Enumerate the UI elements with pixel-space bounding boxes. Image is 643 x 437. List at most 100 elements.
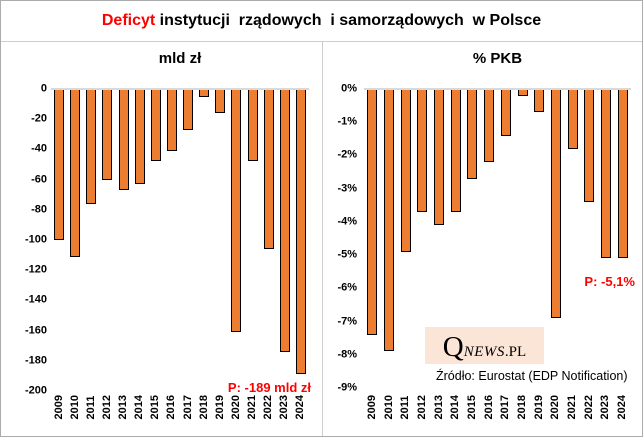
plot-area-mld-zl <box>51 88 309 391</box>
x-cell: 2013 <box>116 395 132 419</box>
x-cell: 2012 <box>414 395 431 419</box>
bar-2009 <box>367 89 378 335</box>
x-cell: 2018 <box>196 395 212 419</box>
bar-2011 <box>400 89 411 252</box>
bar-2021 <box>567 89 578 149</box>
panel-divider <box>322 42 323 436</box>
x-cell: 2011 <box>83 395 99 420</box>
x-tick-label: 2009 <box>365 395 378 420</box>
bar-2023 <box>600 89 611 259</box>
x-axis-pkb: 2009 2010 2011 2012 2013 2014 2015 2016 2017 2018… <box>364 395 631 419</box>
forecast-label-mld-zl: P: -189 mld zł <box>227 380 311 395</box>
bar-cell <box>581 89 598 388</box>
x-tick-label: 2012 <box>100 395 113 420</box>
x-cell: 2023 <box>598 395 615 419</box>
x-tick-label: 2011 <box>84 395 97 420</box>
bar-cell <box>564 89 581 388</box>
bar-2024 <box>295 89 306 375</box>
y-tick-label: -1% <box>337 115 357 128</box>
x-tick-label: 2016 <box>482 395 495 420</box>
bar-series-mld-zl <box>51 89 309 391</box>
y-tick-label: -160 <box>24 324 47 337</box>
bar-cell <box>261 89 277 391</box>
forecast-label-pkb: P: -5,1% <box>584 274 635 289</box>
chart-title-mld-zl: mld zł <box>158 50 202 67</box>
bar-cell <box>293 89 309 391</box>
plot-area-pkb <box>364 88 631 388</box>
x-cell: 2010 <box>67 395 83 419</box>
x-tick-label: 2021 <box>246 395 259 420</box>
y-tick-label: -6% <box>337 281 357 294</box>
x-tick-label: 2018 <box>516 395 529 420</box>
x-cell: 2010 <box>381 395 398 419</box>
x-cell: 2014 <box>132 395 148 419</box>
bar-2017 <box>500 89 511 136</box>
qnews-logo: Q NEWS .PL <box>425 327 544 364</box>
bar-2013 <box>118 89 129 191</box>
x-cell: 2023 <box>277 395 293 419</box>
x-axis-mld-zl: 2009 2010 2011 2012 2013 2014 2015 2016 2017 2018… <box>51 395 309 419</box>
bar-2014 <box>450 89 461 212</box>
x-tick-label: 2011 <box>399 395 412 420</box>
x-tick-label: 2020 <box>229 395 242 420</box>
x-tick-label: 2013 <box>117 395 130 420</box>
bar-cell <box>614 89 631 388</box>
x-tick-label: 2016 <box>165 395 178 420</box>
bar-2015 <box>150 89 161 162</box>
x-cell: 2019 <box>531 395 548 419</box>
x-cell: 2022 <box>261 395 277 419</box>
chart-title-pkb: % PKB <box>472 50 523 67</box>
x-cell: 2016 <box>481 395 498 419</box>
y-tick-label: -40 <box>31 142 47 155</box>
x-cell: 2009 <box>51 395 67 419</box>
bar-cell <box>245 89 261 391</box>
x-cell: 2017 <box>180 395 196 419</box>
bar-cell <box>180 89 196 391</box>
bar-2009 <box>54 89 65 240</box>
chart-panel-mld-zl: mld zł 0 -20 -40 -60 -80 -100 -120 -140 -160 -180… <box>1 42 322 436</box>
bar-2014 <box>134 89 145 185</box>
bar-2024 <box>617 89 628 259</box>
y-axis-pkb: 0% -1% -2% -3% -4% -5% -6% -7% -8% -9% <box>323 83 357 393</box>
y-tick-label: -7% <box>337 315 357 328</box>
bar-cell <box>228 89 244 391</box>
x-tick-label: 2022 <box>262 395 275 420</box>
bar-2017 <box>183 89 194 130</box>
qnews-logo-pl: .PL <box>504 344 527 360</box>
bar-cell <box>381 89 398 388</box>
x-cell: 2015 <box>148 395 164 419</box>
x-tick-label: 2017 <box>181 395 194 420</box>
zero-gridline <box>364 88 631 90</box>
bar-cell <box>51 89 67 391</box>
bar-2012 <box>102 89 113 180</box>
bar-cell <box>212 89 228 391</box>
x-cell: 2009 <box>364 395 381 419</box>
x-tick-label: 2020 <box>549 395 562 420</box>
x-tick-label: 2017 <box>499 395 512 420</box>
x-cell: 2020 <box>228 395 244 419</box>
x-cell: 2016 <box>164 395 180 419</box>
x-cell: 2017 <box>498 395 515 419</box>
bar-2010 <box>384 89 395 352</box>
main-title-highlight: Deficyt <box>101 12 156 29</box>
y-tick-label: -180 <box>24 354 47 367</box>
bar-2013 <box>434 89 445 226</box>
bar-cell <box>598 89 615 388</box>
bar-cell <box>116 89 132 391</box>
qnews-logo-news: NEWS <box>463 344 505 360</box>
bar-cell <box>67 89 83 391</box>
x-cell: 2020 <box>548 395 565 419</box>
zero-gridline <box>51 88 309 90</box>
bar-cell <box>196 89 212 391</box>
x-tick-label: 2012 <box>415 395 428 420</box>
y-tick-label: -120 <box>24 263 47 276</box>
x-cell: 2013 <box>431 395 448 419</box>
bar-cell <box>99 89 115 391</box>
y-tick-label: 0% <box>341 82 357 95</box>
bar-series-pkb <box>364 89 631 388</box>
source-note: Źródło: Eurostat (EDP Notification) <box>436 369 628 383</box>
x-tick-label: 2013 <box>432 395 445 420</box>
x-tick-label: 2024 <box>294 395 307 420</box>
x-tick-label: 2019 <box>532 395 545 420</box>
